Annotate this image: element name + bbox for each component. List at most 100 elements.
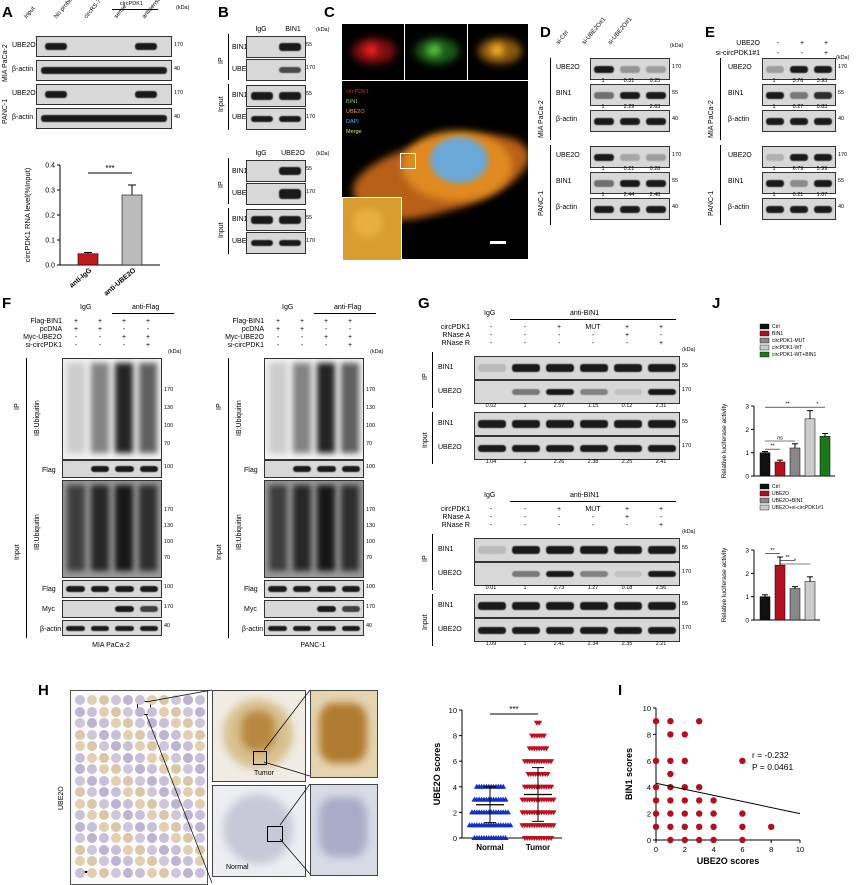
band [268,625,287,631]
band [766,205,784,213]
blot [474,436,680,460]
sign: - [74,334,78,341]
head-label: anti-Flag [132,304,160,311]
blot [590,198,670,220]
row-label: UBE2O [438,388,462,395]
tma-core [171,764,181,774]
tma-core [75,741,85,751]
tma-core [159,741,169,751]
cond-label: Flag-BIN1 [30,318,62,325]
smear [115,363,133,453]
quant-value: 1 [772,78,776,84]
chart-i: 0 2 4 6 8 10 0 2 4 6 8 10 r = -0.232 P = 0.0461 UBE2O … [624,704,804,866]
blot [62,600,162,618]
band [814,117,832,125]
tma-core [195,695,205,705]
sign: - [800,50,804,57]
data-point [710,823,717,830]
quant-value: 1 [772,104,776,110]
blot [62,580,162,598]
quant-value: 1 [523,459,527,465]
band [546,364,574,372]
blot [762,172,836,194]
row-label: β-actin [728,116,750,123]
kda-value: 100 [164,584,174,590]
y-tick-label: 0.4 [45,163,55,170]
tma-core [159,695,169,705]
sign: + [347,318,353,325]
tma-core [147,787,157,797]
band [646,205,666,213]
quant-value: 2.25 [621,459,633,465]
tma-core [87,752,97,763]
blot [264,620,364,636]
y-tick-label: 6 [647,757,651,766]
quant-value: 2.21 [655,641,667,647]
sign: - [489,332,493,339]
kda-label: (kDa) [176,5,190,11]
band [512,420,540,428]
band [620,205,640,213]
band [614,389,642,395]
band [341,586,360,592]
smear [341,363,359,453]
kda-value: 130 [366,523,376,529]
band [139,466,158,472]
row-label: β-actin [12,66,34,73]
tma-core [159,810,169,820]
blot [590,110,670,132]
tma-core [99,718,109,728]
y-tick-label: 8 [453,732,457,741]
x-tick-label: Normal [476,843,504,852]
row-label: UBE2O [12,90,36,97]
band [594,91,614,99]
y-tick-label: 2 [453,808,457,817]
kda-value: 130 [366,405,376,411]
band [814,153,832,161]
band [580,546,608,554]
sig-label: *** [105,164,114,173]
sign: + [97,326,103,333]
sign: - [74,342,78,349]
tma-core [123,718,133,728]
band [546,602,574,610]
head-label: IgG [484,492,496,499]
tma-core [159,752,169,763]
tma-core [75,695,85,705]
tma-core [171,856,181,866]
ihc-normal [212,785,306,877]
data-point [710,797,717,804]
sign: - [348,326,352,333]
row-label: UBE2O [728,64,752,71]
band [814,91,832,99]
data-point [652,757,660,764]
band [766,179,784,187]
band [766,91,784,99]
y-tick-label: 10 [449,706,457,715]
sign: + [73,318,79,325]
panel-b-letter: B [218,4,229,21]
y-tick-label: 3 [745,404,749,411]
band [546,444,574,452]
y-tick-label: 0 [745,474,749,481]
sign: + [658,340,664,347]
tma-core [195,798,205,809]
kda-value: 130 [164,523,174,529]
bar [819,436,831,477]
band [580,602,608,610]
band [139,606,158,612]
tma-core [183,867,193,878]
row-label: BIN1 [438,602,454,609]
kda-value: 40 [366,623,373,629]
tma-core [135,787,145,797]
kda-value: 55 [672,178,679,184]
band [115,466,134,472]
data-point [681,823,688,830]
row-label: β-actin [242,626,264,633]
blot [590,172,670,194]
data-point [681,836,688,844]
tma-core [87,798,97,809]
smear [269,485,287,571]
r-value: r = -0.232 [752,750,789,760]
y-tick-label: 0.0 [45,263,55,270]
